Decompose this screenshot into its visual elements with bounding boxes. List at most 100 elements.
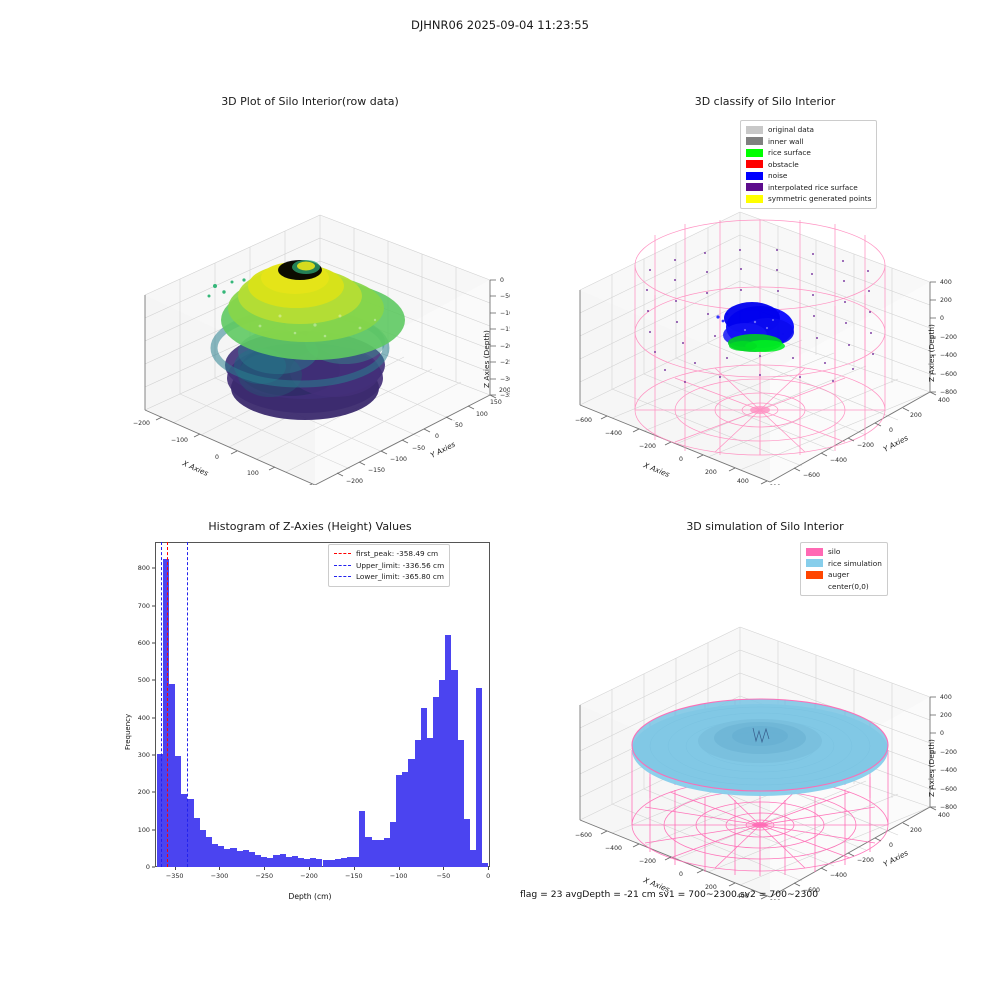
legend-label: Lower_limit: -365.80 cm <box>356 572 444 582</box>
histogram-bar <box>205 837 212 867</box>
histogram-bar <box>291 855 298 867</box>
svg-text:−600: −600 <box>575 417 592 424</box>
svg-text:−200: −200 <box>857 442 874 449</box>
histogram-xtick-mark <box>488 867 490 870</box>
histogram-bar <box>469 850 476 867</box>
histogram-bar <box>193 818 200 867</box>
histogram-bar <box>402 771 409 867</box>
histogram-marker-upper_limit <box>186 542 188 867</box>
y-tick-4: 0 <box>435 433 439 440</box>
histogram-bar <box>273 854 280 867</box>
histogram-ytick-mark <box>152 754 155 756</box>
histogram-xtick: −250 <box>255 872 274 880</box>
histogram-area[interactable]: 0 100 200 300 400 500 600 700 800 −350 −300 −250 −20… <box>110 520 510 920</box>
legend-item[interactable]: original data <box>746 124 871 136</box>
z-tick-0: 0 <box>500 277 504 284</box>
histogram-bar <box>199 829 206 867</box>
histogram-ytick: 200 <box>137 788 150 797</box>
legend-swatch-original-data <box>746 125 763 134</box>
x-tick-0: −200 <box>133 420 150 427</box>
histogram-bar <box>439 680 446 867</box>
legend-item[interactable]: interpolated rice surface <box>746 182 871 194</box>
legend-item[interactable]: rice surface <box>746 147 871 159</box>
svg-text:400: 400 <box>737 893 749 900</box>
svg-text:200: 200 <box>940 712 952 719</box>
histogram-xtick: −50 <box>436 872 451 880</box>
legend-swatch-rice-simulation <box>806 559 823 568</box>
histogram-xtick: 0 <box>486 872 491 880</box>
simulation-3d-scene[interactable]: 400 200 0 −200 −400 −600 −800 Z Axies (D… <box>555 545 975 900</box>
classify-3d-scene[interactable]: 400 200 0 −200 −400 −600 −800 Z Axies (D… <box>555 120 975 485</box>
histogram-bar <box>279 853 286 867</box>
histogram-bar <box>334 859 341 867</box>
y-tick-8: 200 <box>499 387 510 394</box>
histogram-bar <box>457 740 464 867</box>
legend-label: silo <box>828 547 841 557</box>
raw-3d-scene[interactable]: 0 −50 −100 −150 −200 −250 −300 −350 Z Ax… <box>110 120 510 485</box>
histogram-bar <box>328 860 335 867</box>
legend-swatch-noise <box>746 171 763 180</box>
y-tick-0: −200 <box>346 478 363 485</box>
legend-item[interactable]: center(0,0) <box>806 581 882 593</box>
histogram-ytick-mark <box>152 791 155 793</box>
histogram-ytick: 400 <box>137 713 150 722</box>
svg-text:−600: −600 <box>575 832 592 839</box>
histogram-bar <box>162 558 170 867</box>
simulation-3d-ylabel: Y Axies <box>882 848 910 869</box>
histogram-bar <box>156 754 163 867</box>
x-tick-1: −100 <box>171 437 188 444</box>
svg-text:−600: −600 <box>803 472 820 479</box>
legend-swatch-silo <box>806 547 823 556</box>
legend-swatch-auger <box>806 570 823 579</box>
legend-item[interactable]: silo <box>806 546 882 558</box>
legend-item[interactable]: inner wall <box>746 136 871 148</box>
svg-text:−400: −400 <box>940 352 957 359</box>
legend-item[interactable]: first_peak: -358.49 cm <box>334 548 444 560</box>
legend-item[interactable]: Lower_limit: -365.80 cm <box>334 571 444 583</box>
panel-simulation-3d: 3D simulation of Silo Interior <box>555 520 975 900</box>
legend-label: rice simulation <box>828 558 882 568</box>
histogram-bar <box>316 859 323 867</box>
svg-text:−600: −600 <box>803 887 820 894</box>
legend-item[interactable]: obstacle <box>746 159 871 171</box>
legend-item[interactable]: symmetric generated points <box>746 193 871 205</box>
histogram-bar <box>390 822 397 867</box>
svg-text:0: 0 <box>679 871 683 878</box>
histogram-ytick-mark <box>152 829 155 831</box>
svg-text:0: 0 <box>940 730 944 737</box>
x-tick-3: 100 <box>247 470 259 477</box>
histogram-bar <box>482 863 489 867</box>
legend-item[interactable]: auger <box>806 569 882 581</box>
legend-item[interactable]: noise <box>746 170 871 182</box>
raw-3d-zlabel: Z Axies (Depth) <box>482 330 491 388</box>
legend-swatch-interpolated-rice-surface <box>746 183 763 192</box>
histogram-ylabel: Frequency <box>124 713 132 750</box>
z-tick-7: −350 <box>500 392 510 399</box>
legend-swatch-obstacle <box>746 160 763 169</box>
classify-3d-ylabel: Y Axies <box>882 433 910 454</box>
panel-classify-3d: 3D classify of Silo Interior <box>555 95 975 485</box>
legend-label: rice surface <box>768 148 811 158</box>
legend-item[interactable]: Upper_limit: -336.56 cm <box>334 560 444 572</box>
histogram-bar <box>340 858 348 867</box>
histogram-marker-lower_limit <box>160 542 162 867</box>
svg-text:−600: −600 <box>940 371 957 378</box>
panel-classify-3d-title: 3D classify of Silo Interior <box>694 95 836 108</box>
histogram-bar <box>218 846 225 867</box>
legend-item[interactable]: rice simulation <box>806 558 882 570</box>
legend-label: noise <box>768 171 788 181</box>
histogram-bar <box>254 855 262 867</box>
z-tick-6: −300 <box>500 376 510 383</box>
histogram-bar <box>224 849 231 867</box>
histogram-xtick-mark <box>264 867 266 870</box>
y-tick-3: −50 <box>412 445 425 452</box>
histogram-xtick-mark <box>309 867 311 870</box>
histogram-bar <box>377 839 384 867</box>
classify-legend: original data inner wall rice surface ob… <box>740 120 878 209</box>
legend-swatch-center <box>806 582 823 590</box>
histogram-legend: first_peak: -358.49 cm Upper_limit: -336… <box>328 544 451 587</box>
histogram-xtick: −200 <box>300 872 318 880</box>
svg-text:−200: −200 <box>940 334 957 341</box>
y-tick-6: 100 <box>476 411 488 418</box>
